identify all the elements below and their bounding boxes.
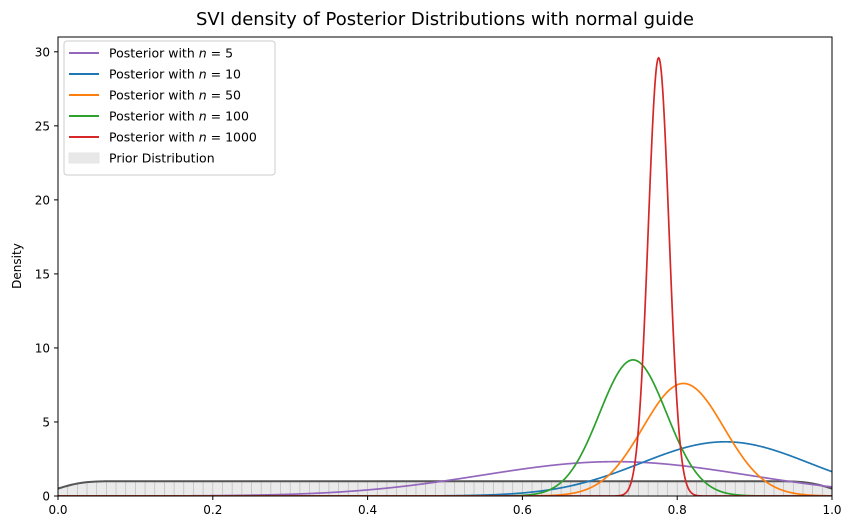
x-axis: 0.0 0.2 0.4 0.6 0.8 1.0 bbox=[48, 496, 842, 517]
x-tick-label: 0.0 bbox=[48, 503, 67, 517]
y-axis-label: Density bbox=[10, 243, 24, 289]
legend-label-prior: Prior Distribution bbox=[109, 151, 215, 166]
y-tick-label: 5 bbox=[42, 415, 50, 429]
chart-title: SVI density of Posterior Distributions w… bbox=[196, 9, 694, 30]
x-tick-label: 1.0 bbox=[822, 503, 841, 517]
x-tick-label: 0.4 bbox=[358, 503, 377, 517]
series-line-n-100 bbox=[58, 359, 832, 496]
legend-label-n-50: Posterior with n = 50 bbox=[109, 88, 241, 103]
x-tick-label: 0.6 bbox=[513, 503, 532, 517]
legend-label-n-5: Posterior with n = 5 bbox=[109, 46, 233, 61]
y-tick-label: 15 bbox=[35, 267, 50, 281]
legend-label-n-1000: Posterior with n = 1000 bbox=[109, 130, 257, 145]
y-tick-label: 20 bbox=[35, 193, 50, 207]
legend-label-n-10: Posterior with n = 10 bbox=[109, 67, 241, 82]
y-tick-label: 25 bbox=[35, 119, 50, 133]
legend-label-n-100: Posterior with n = 100 bbox=[109, 109, 249, 124]
y-tick-label: 0 bbox=[42, 490, 50, 504]
y-tick-label: 30 bbox=[35, 45, 50, 59]
legend-swatch-prior bbox=[68, 152, 100, 164]
x-tick-label: 0.8 bbox=[668, 503, 687, 517]
y-tick-label: 10 bbox=[35, 341, 50, 355]
legend-frame bbox=[63, 40, 276, 176]
x-tick-label: 0.2 bbox=[203, 503, 222, 517]
legend: Posterior with n = 5 Posterior with n = 1… bbox=[63, 40, 276, 176]
series-line-n-50 bbox=[58, 382, 832, 496]
plot-frame bbox=[57, 36, 833, 497]
y-axis: 0 5 10 15 20 25 30 bbox=[35, 45, 58, 504]
